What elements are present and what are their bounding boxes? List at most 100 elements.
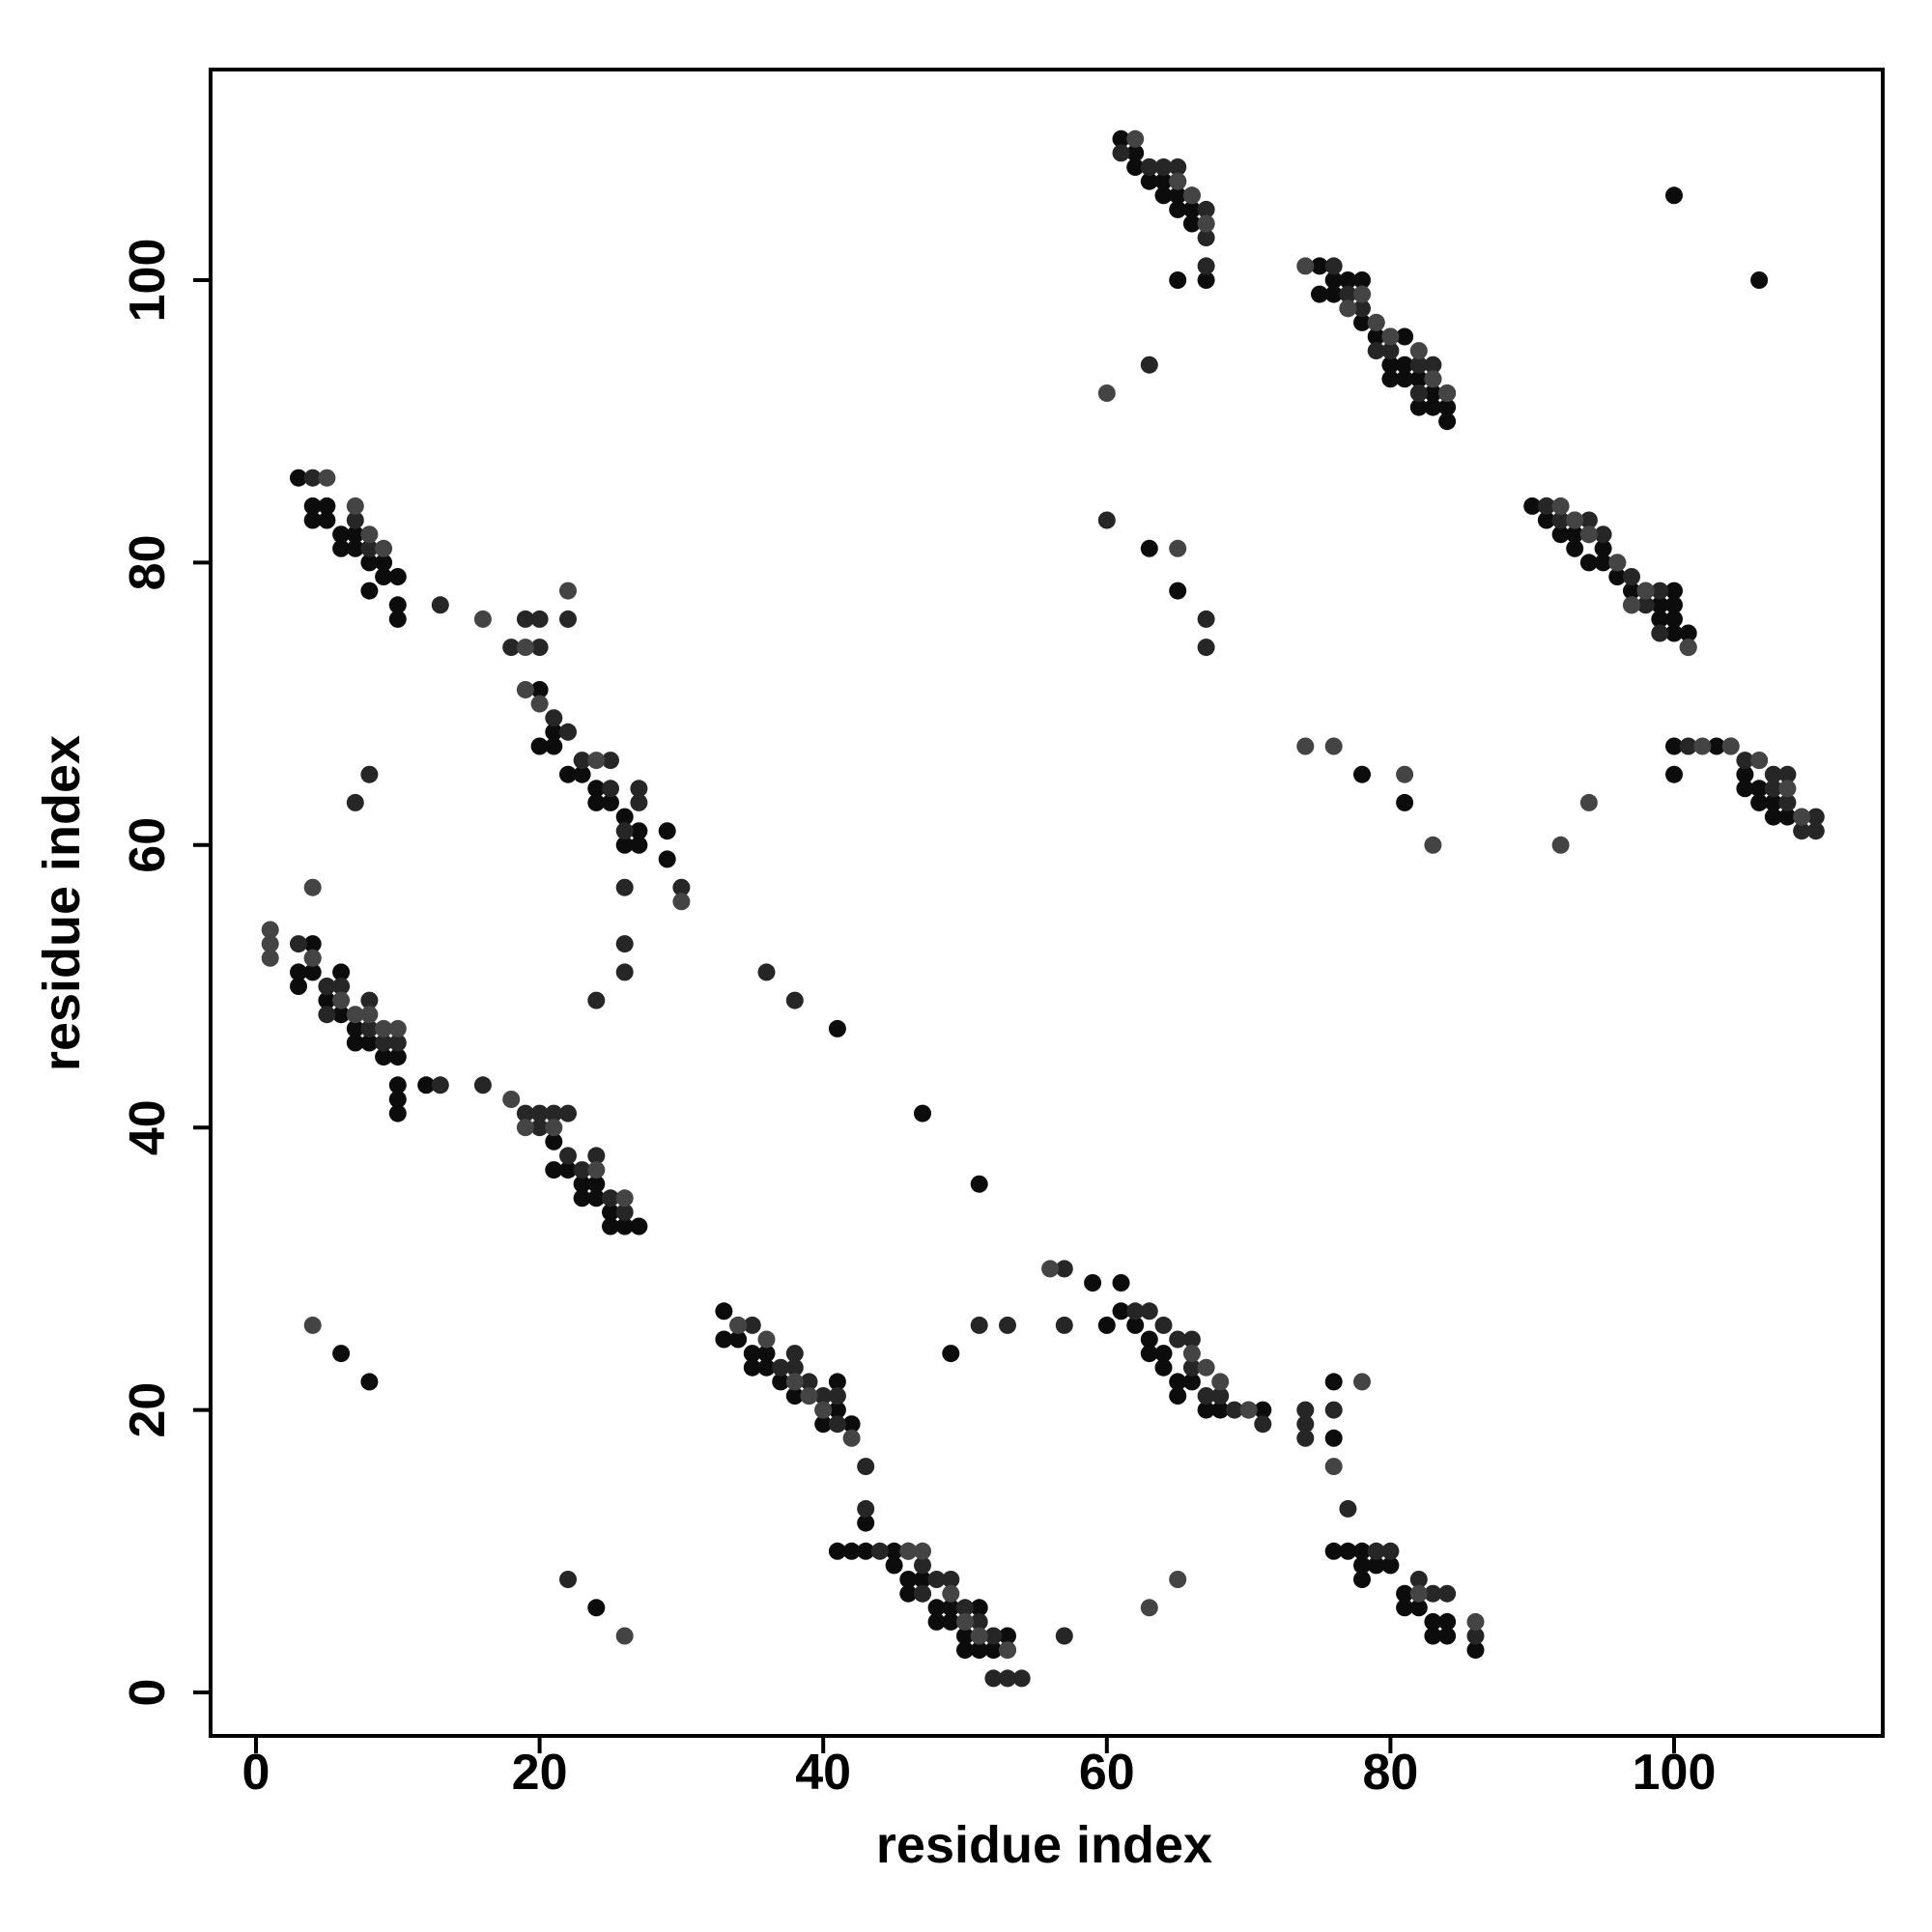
- scatter-point: [1396, 355, 1414, 374]
- scatter-point: [942, 1345, 960, 1363]
- scatter-point: [1311, 285, 1328, 303]
- scatter-point: [587, 1189, 606, 1208]
- scatter-point: [261, 949, 279, 967]
- scatter-point: [303, 497, 322, 515]
- scatter-point: [914, 1584, 931, 1603]
- scatter-point: [1169, 186, 1187, 205]
- scatter-point: [630, 822, 648, 840]
- scatter-point: [984, 1641, 1003, 1660]
- scatter-point: [1438, 1584, 1457, 1603]
- scatter-point: [1169, 1373, 1187, 1391]
- scatter-point: [1409, 1599, 1428, 1617]
- scatter-point: [332, 963, 351, 981]
- scatter-point: [1055, 1627, 1073, 1645]
- scatter-point: [1579, 554, 1598, 572]
- scatter-point: [1636, 582, 1655, 600]
- scatter-point: [545, 1104, 563, 1122]
- scatter-point: [1736, 752, 1754, 770]
- scatter-point: [1381, 355, 1400, 374]
- scatter-point: [785, 1387, 804, 1405]
- scatter-point: [1097, 1316, 1116, 1334]
- scatter-point: [1367, 327, 1385, 346]
- scatter-point: [375, 568, 393, 585]
- y-tick-label: 80: [120, 534, 176, 590]
- scatter-point: [658, 850, 676, 868]
- scatter-point: [999, 1641, 1016, 1660]
- scatter-point: [530, 681, 549, 698]
- scatter-point: [346, 1006, 364, 1024]
- scatter-point: [785, 1373, 804, 1391]
- scatter-point: [927, 1571, 946, 1588]
- scatter-point: [530, 737, 549, 755]
- scatter-point: [1041, 1260, 1060, 1278]
- scatter-point: [1211, 1373, 1230, 1391]
- scatter-point: [346, 1034, 364, 1052]
- scatter-point: [1438, 412, 1457, 431]
- scatter-point: [1409, 1584, 1428, 1603]
- scatter-point: [360, 526, 379, 544]
- scatter-point: [1750, 793, 1769, 811]
- scatter-point: [615, 822, 634, 840]
- scatter-point: [1764, 765, 1782, 783]
- scatter-point: [332, 526, 351, 544]
- scatter-point: [346, 539, 364, 557]
- scatter-point: [530, 1104, 549, 1122]
- scatter-point: [303, 935, 322, 953]
- scatter-point: [346, 511, 364, 529]
- scatter-point: [602, 780, 619, 798]
- scatter-point: [1197, 200, 1215, 218]
- scatter-point: [360, 582, 379, 600]
- scatter-point: [970, 1316, 988, 1334]
- scatter-point: [828, 1019, 846, 1037]
- scatter-point: [672, 878, 691, 896]
- scatter-point: [388, 1104, 407, 1122]
- scatter-point: [1693, 737, 1712, 755]
- scatter-point: [530, 639, 549, 657]
- scatter-point: [1112, 1274, 1130, 1292]
- scatter-point: [1438, 398, 1457, 416]
- scatter-point: [1239, 1401, 1258, 1419]
- scatter-point: [1353, 765, 1371, 783]
- scatter-point: [559, 723, 577, 741]
- scatter-point: [332, 991, 351, 1009]
- scatter-point: [1296, 257, 1315, 275]
- scatter-point: [332, 1006, 351, 1024]
- scatter-point: [800, 1373, 818, 1391]
- scatter-point: [927, 1599, 946, 1617]
- scatter-point: [318, 978, 336, 995]
- scatter-point: [587, 752, 606, 770]
- scatter-point: [1651, 596, 1669, 614]
- scatter-point: [1140, 172, 1158, 190]
- scatter-point: [1594, 526, 1612, 544]
- scatter-point: [1182, 1345, 1201, 1363]
- scatter-point: [1324, 271, 1343, 289]
- scatter-point: [1665, 624, 1683, 642]
- scatter-point: [602, 1217, 619, 1236]
- scatter-point: [715, 1302, 733, 1321]
- scatter-point: [1750, 271, 1769, 289]
- x-axis: 0 20 40 60 80 100: [242, 1736, 1716, 1801]
- scatter-point: [1424, 1627, 1442, 1645]
- scatter-point: [942, 1571, 960, 1588]
- scatter-point: [375, 1019, 393, 1037]
- scatter-point: [332, 978, 351, 995]
- x-axis-label: residue index: [876, 1816, 1212, 1874]
- scatter-point: [261, 921, 279, 939]
- scatter-point: [290, 469, 307, 487]
- scatter-point: [1339, 285, 1357, 303]
- scatter-point: [970, 1612, 988, 1631]
- scatter-point: [1409, 398, 1428, 416]
- scatter-point: [360, 1006, 379, 1024]
- scatter-point: [899, 1542, 918, 1560]
- scatter-point: [1466, 1641, 1485, 1660]
- scatter-point: [573, 1175, 591, 1193]
- scatter-point: [857, 1542, 875, 1560]
- scatter-point: [1197, 214, 1215, 233]
- scatter-point: [1623, 596, 1640, 614]
- scatter-point: [1736, 780, 1754, 798]
- scatter-point: [615, 808, 634, 826]
- scatter-point: [1055, 1260, 1073, 1278]
- scatter-point: [1169, 158, 1187, 176]
- scatter-point: [956, 1599, 974, 1617]
- scatter-point: [630, 780, 648, 798]
